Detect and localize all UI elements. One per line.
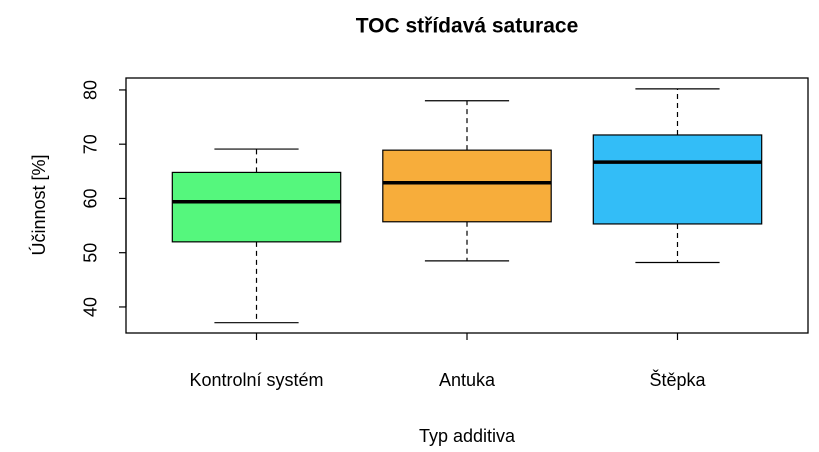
y-tick-label: 80	[81, 80, 101, 100]
y-tick-label: 40	[81, 297, 101, 317]
box	[171, 171, 342, 243]
chart-title: TOC střídavá saturace	[356, 15, 579, 38]
x-tick-label: Kontrolní systém	[189, 370, 323, 390]
x-axis-label: Typ additiva	[419, 426, 516, 446]
y-tick-label: 70	[81, 134, 101, 154]
box	[382, 149, 552, 223]
y-axis-label: Účinnost [%]	[28, 154, 49, 255]
box	[592, 134, 763, 225]
y-tick-label: 50	[81, 243, 101, 263]
x-tick-label: Antuka	[439, 370, 496, 390]
x-tick-label: Štěpka	[649, 369, 706, 390]
y-tick-label: 60	[81, 188, 101, 208]
